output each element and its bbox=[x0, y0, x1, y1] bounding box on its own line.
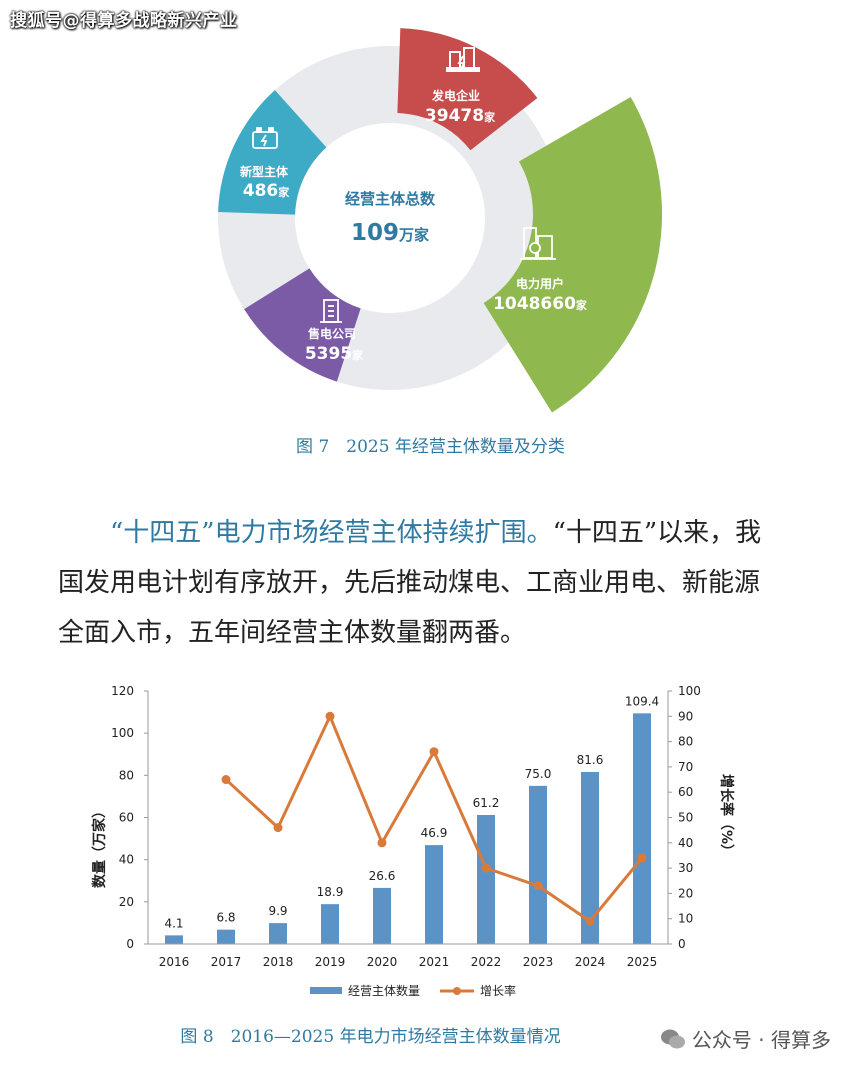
figure7-caption: 图 7 2025 年经营主体数量及分类 bbox=[296, 437, 565, 457]
bar bbox=[269, 923, 287, 944]
y2-tick-label: 70 bbox=[678, 760, 693, 774]
office-icon bbox=[320, 299, 342, 323]
bar-data-label: 61.2 bbox=[473, 796, 500, 810]
x-tick-label: 2017 bbox=[211, 955, 242, 969]
segment-value-power-users: 1048660家 bbox=[493, 294, 588, 314]
legend-swatch-bar bbox=[310, 987, 342, 994]
bar bbox=[477, 814, 495, 944]
bar-data-label: 6.8 bbox=[216, 911, 235, 925]
x-tick-label: 2021 bbox=[419, 955, 450, 969]
legend-swatch-marker bbox=[453, 987, 461, 995]
growth-point bbox=[221, 775, 231, 785]
bar-data-label: 46.9 bbox=[421, 826, 448, 840]
donut-chart: 经营主体总数 109万家 发电企业 39478家 电力用户 1048660家 售… bbox=[217, 28, 662, 413]
bar-data-label: 4.1 bbox=[164, 916, 183, 930]
building-icon bbox=[520, 227, 556, 260]
growth-point bbox=[325, 711, 335, 721]
y2-tick-label: 20 bbox=[678, 886, 693, 900]
segment-value-retail-companies: 5395家 bbox=[305, 344, 364, 364]
y2-tick-label: 60 bbox=[678, 785, 693, 799]
x-tick-label: 2022 bbox=[471, 955, 502, 969]
body-paragraph: “十四五”电力市场经营主体持续扩围。“十四五”以来，我国发用电计划有序放开，先后… bbox=[58, 508, 778, 658]
x-tick-label: 2018 bbox=[263, 955, 294, 969]
growth-point bbox=[533, 881, 543, 891]
y2-tick-label: 0 bbox=[678, 937, 686, 951]
legend-label-bar: 经营主体数量 bbox=[348, 983, 420, 998]
x-tick-label: 2016 bbox=[159, 955, 190, 969]
growth-point bbox=[429, 747, 439, 757]
y2-tick-label: 90 bbox=[678, 709, 693, 723]
segment-label-retail-companies: 售电公司 bbox=[308, 326, 356, 341]
paragraph-lead: “十四五”电力市场经营主体持续扩围。 bbox=[110, 518, 553, 548]
segment-value-power-generation: 39478家 bbox=[425, 106, 496, 126]
legend-label-line: 增长率 bbox=[480, 983, 516, 998]
y-tick-label: 0 bbox=[126, 937, 134, 951]
bar-data-label: 9.9 bbox=[268, 904, 287, 918]
segment-retail-companies bbox=[244, 268, 361, 382]
y-tick-label: 40 bbox=[119, 853, 134, 867]
y2-tick-label: 50 bbox=[678, 811, 693, 825]
bar bbox=[581, 771, 599, 944]
y-tick-label: 100 bbox=[111, 726, 134, 740]
segment-new-entities bbox=[218, 90, 327, 215]
bar-data-label: 26.6 bbox=[369, 869, 396, 883]
combo-chart: 4.1 6.8 9.9 18.9 26.6 46.9 61.2 75.0 81.6 109.4 0… bbox=[91, 684, 735, 998]
bar bbox=[217, 929, 235, 944]
y2-tick-label: 10 bbox=[678, 912, 693, 926]
paragraph-body: “十四五”以来，我国发用电计划有序放开，先后推动煤电、工商业用电、新能源全面入市… bbox=[58, 518, 762, 648]
y-axis-label: 数量（万家） bbox=[91, 804, 108, 888]
y2-tick-label: 100 bbox=[678, 684, 701, 698]
growth-point bbox=[481, 863, 491, 873]
donut-center-value: 109万家 bbox=[351, 220, 429, 246]
bar-data-label: 18.9 bbox=[317, 885, 344, 899]
watermark-bottom: 公众号 · 得算多 bbox=[660, 1024, 831, 1053]
chart-legend: 经营主体数量 增长率 bbox=[310, 983, 516, 998]
bar-data-label: 81.6 bbox=[577, 753, 604, 767]
growth-point bbox=[585, 916, 595, 926]
bar bbox=[529, 785, 547, 944]
donut-center-title: 经营主体总数 bbox=[345, 190, 436, 208]
y-tick-label: 20 bbox=[119, 895, 134, 909]
x-tick-label: 2019 bbox=[315, 955, 346, 969]
bar bbox=[373, 887, 391, 944]
bar bbox=[321, 904, 339, 944]
y2-tick-label: 30 bbox=[678, 861, 693, 875]
x-tick-label: 2023 bbox=[523, 955, 554, 969]
y-tick-label: 60 bbox=[119, 811, 134, 825]
segment-label-power-generation: 发电企业 bbox=[431, 88, 480, 103]
battery-icon bbox=[252, 127, 278, 149]
growth-point bbox=[273, 823, 283, 833]
watermark-bottom-text: 公众号 · 得算多 bbox=[691, 1028, 831, 1052]
wechat-icon bbox=[660, 1028, 686, 1050]
x-tick-label: 2020 bbox=[367, 955, 398, 969]
bar bbox=[165, 935, 183, 944]
y2-tick-label: 40 bbox=[678, 836, 693, 850]
power-plant-icon bbox=[446, 47, 480, 72]
segment-power-generation bbox=[397, 28, 538, 151]
bar bbox=[633, 713, 651, 944]
bar-data-label: 109.4 bbox=[625, 694, 659, 708]
y-tick-label: 120 bbox=[111, 684, 134, 698]
bar-data-label: 75.0 bbox=[525, 767, 552, 781]
y2-axis-label: 增长率（%） bbox=[718, 774, 735, 858]
y-tick-label: 80 bbox=[119, 768, 134, 782]
segment-label-new-entities: 新型主体 bbox=[240, 164, 289, 179]
figure8-caption: 图 8 2016—2025 年电力市场经营主体数量情况 bbox=[180, 1027, 561, 1047]
x-tick-label: 2024 bbox=[575, 955, 606, 969]
growth-point bbox=[637, 853, 647, 863]
growth-point bbox=[377, 838, 387, 848]
y2-tick-label: 80 bbox=[678, 735, 693, 749]
bar bbox=[425, 845, 443, 944]
segment-power-users bbox=[483, 97, 662, 413]
x-tick-label: 2025 bbox=[627, 955, 658, 969]
watermark-top: 搜狐号@得算多战略新兴产业 bbox=[10, 11, 238, 31]
segment-value-new-entities: 486家 bbox=[243, 181, 291, 201]
segment-label-power-users: 电力用户 bbox=[516, 276, 564, 291]
